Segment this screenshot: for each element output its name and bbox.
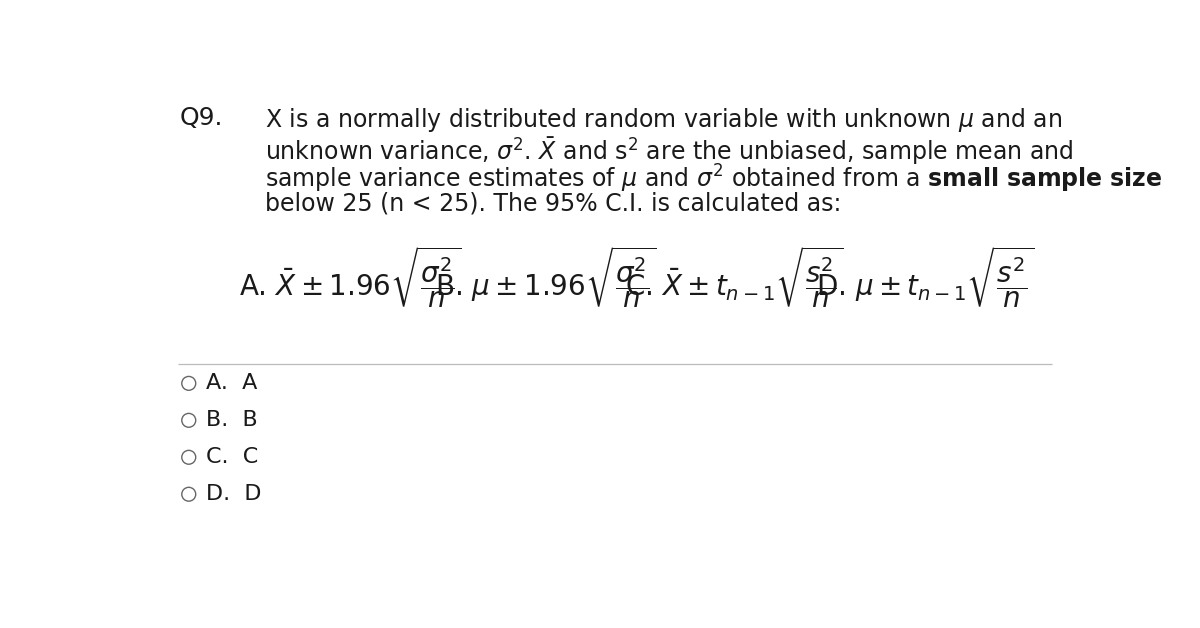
Text: C. $\bar{X} \pm t_{n-1}\sqrt{\dfrac{s^2}{n}}$: C. $\bar{X} \pm t_{n-1}\sqrt{\dfrac{s^2}… — [625, 244, 844, 310]
Text: X is a normally distributed random variable with unknown $\mu$ and an: X is a normally distributed random varia… — [265, 106, 1062, 134]
Text: A.  A: A. A — [206, 374, 257, 393]
Text: D. $\mu \pm t_{n-1}\sqrt{\dfrac{s^2}{n}}$: D. $\mu \pm t_{n-1}\sqrt{\dfrac{s^2}{n}}… — [816, 244, 1036, 310]
Text: A. $\bar{X} \pm 1.96\sqrt{\dfrac{\sigma^2}{n}}$: A. $\bar{X} \pm 1.96\sqrt{\dfrac{\sigma^… — [239, 244, 462, 310]
Text: D.  D: D. D — [206, 484, 262, 504]
Text: B.  B: B. B — [206, 410, 258, 430]
Text: sample variance estimates of $\mu$ and $\sigma^2$ obtained from a $\mathbf{small: sample variance estimates of $\mu$ and $… — [265, 163, 1162, 195]
Text: unknown variance, $\sigma^2$. $\bar{X}$ and s$^2$ are the unbiased, sample mean : unknown variance, $\sigma^2$. $\bar{X}$ … — [265, 134, 1073, 166]
Text: Q9.: Q9. — [180, 106, 223, 130]
Text: B. $\mu \pm 1.96\sqrt{\dfrac{\sigma^2}{n}}$: B. $\mu \pm 1.96\sqrt{\dfrac{\sigma^2}{n… — [436, 244, 656, 310]
Text: C.  C: C. C — [206, 447, 258, 467]
Text: below 25 (n < 25). The 95% C.I. is calculated as:: below 25 (n < 25). The 95% C.I. is calcu… — [265, 192, 841, 215]
